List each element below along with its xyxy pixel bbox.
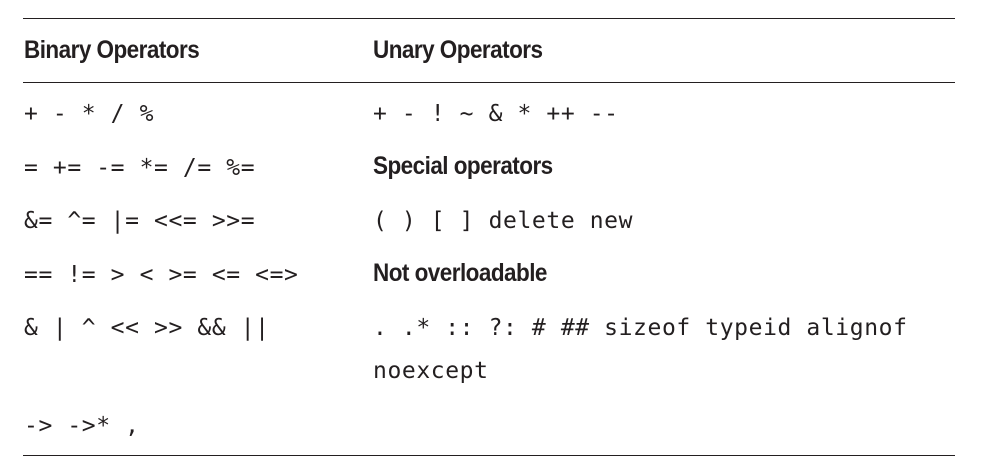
special-operators-heading: Special operators — [373, 152, 553, 180]
unary-operators-list: + - ! ~ & * ++ -- — [373, 101, 619, 127]
binary-row-comparison: == != > < >= <= <=> — [24, 262, 299, 288]
not-overloadable-list-line1: . .* :: ?: # ## sizeof typeid alignof — [373, 315, 908, 341]
binary-row-bitwise-logical: & | ^ << >> && || — [24, 315, 270, 341]
special-operators-list: ( ) [ ] delete new — [373, 208, 634, 234]
binary-operators-header: Binary Operators — [24, 36, 200, 64]
header-separator-rule — [23, 82, 955, 83]
binary-row-assignment: = += -= *= /= %= — [24, 155, 256, 181]
table-bottom-rule — [23, 455, 955, 456]
not-overloadable-list-line2: noexcept — [373, 358, 489, 384]
unary-operators-header: Unary Operators — [373, 36, 543, 64]
binary-row-bitwise-assignment: &= ^= |= <<= >>= — [24, 208, 256, 234]
binary-row-member-comma: -> ->* , — [24, 413, 140, 439]
table-top-rule — [23, 18, 955, 19]
binary-row-arithmetic: + - * / % — [24, 101, 155, 127]
not-overloadable-heading: Not overloadable — [373, 259, 547, 287]
